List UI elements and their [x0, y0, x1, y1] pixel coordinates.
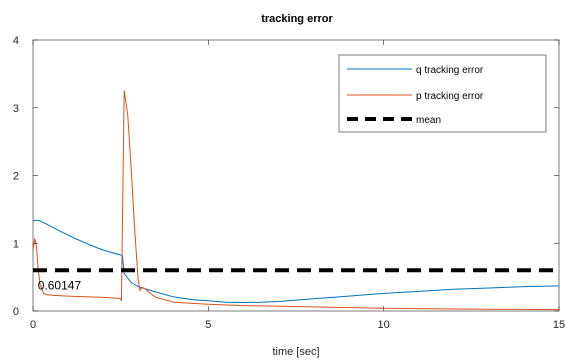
x-tick-label: 15 — [553, 319, 565, 331]
y-tick-label: 3 — [13, 103, 19, 115]
y-tick-label: 0 — [13, 306, 19, 318]
y-tick-labels: 0 1 2 3 4 — [13, 35, 19, 318]
x-axis-label: time [sec] — [272, 346, 319, 358]
y-tick-label: 1 — [13, 238, 19, 250]
series-line-p-tracking-error — [32, 90, 560, 311]
x-tick-label: 0 — [30, 319, 36, 331]
series-line-q-tracking-error — [32, 219, 560, 303]
legend-label-mean: mean — [416, 115, 441, 126]
series-layer — [32, 90, 560, 311]
x-tick-label: 10 — [378, 319, 390, 331]
x-tick-labels: 0 5 10 15 — [30, 319, 565, 331]
ticks-layer — [32, 39, 560, 312]
legend: q tracking error p tracking error mean — [338, 54, 547, 133]
y-tick-label: 4 — [13, 35, 19, 47]
legend-label-p-tracking-error: p tracking error — [416, 91, 484, 102]
chart-title: tracking error — [261, 13, 333, 25]
y-tick-label: 2 — [13, 171, 19, 183]
x-tick-label: 5 — [205, 319, 211, 331]
legend-label-q-tracking-error: q tracking error — [416, 65, 484, 76]
mean-value-annotation: 0.60147 — [38, 278, 82, 292]
